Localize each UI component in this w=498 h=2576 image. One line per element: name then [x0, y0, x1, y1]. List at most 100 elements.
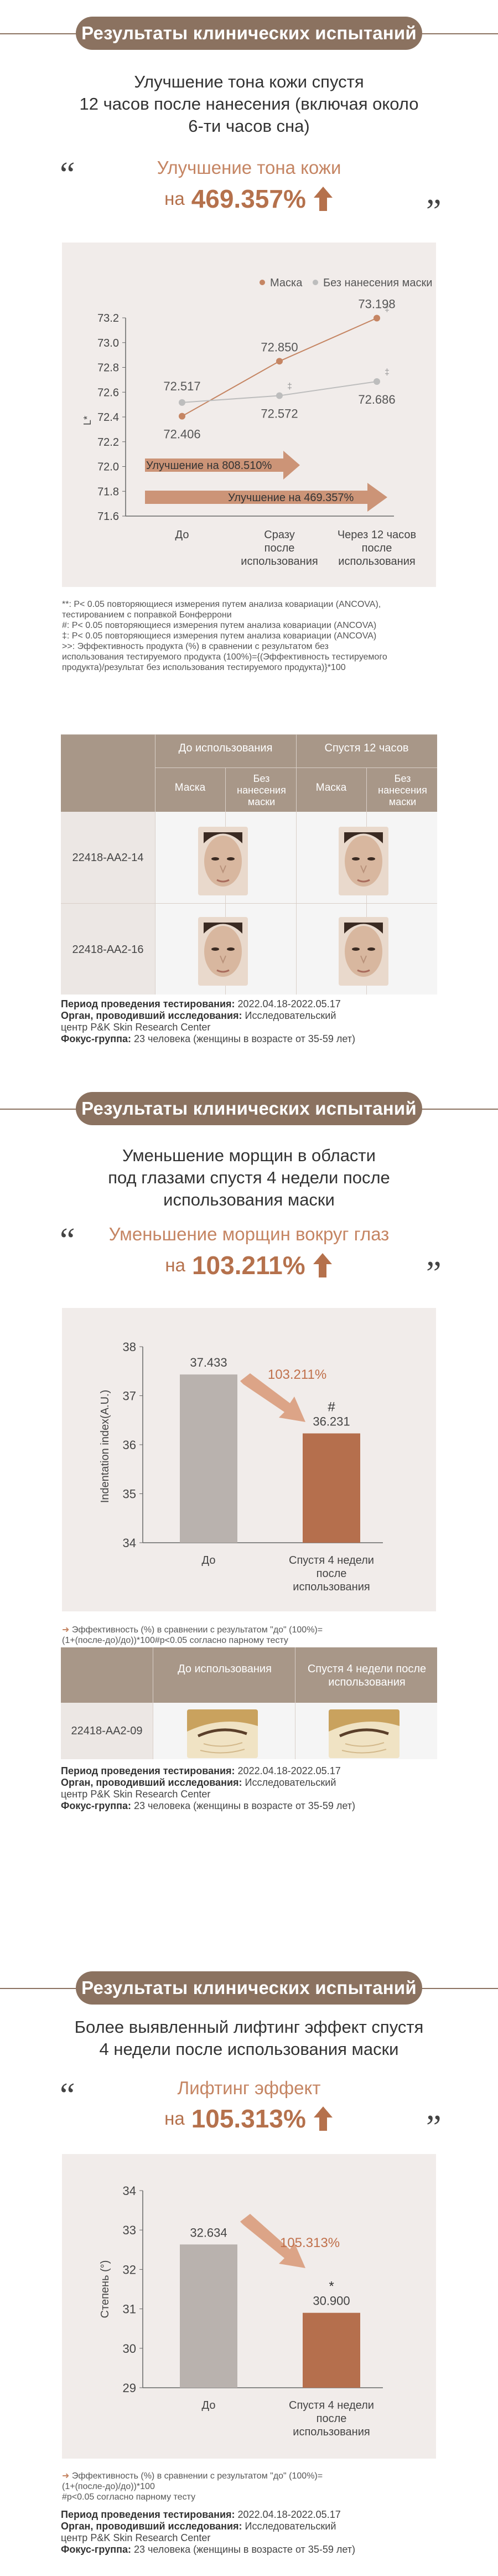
x-tick-label: после: [264, 542, 295, 554]
data-label: 72.406: [163, 427, 200, 441]
notes-2: ➜ Эффективность (%) в сравнении с резуль…: [62, 1625, 449, 1646]
note-line: #: P< 0.05 повторяющиеся измерения путем…: [62, 621, 377, 630]
test-focus: Фокус-группа: 23 человека (женщины в воз…: [61, 2544, 355, 2555]
y-tick-label: 34: [123, 2184, 136, 2198]
y-tick-label: 73.0: [97, 337, 119, 349]
y-tick-label: 35: [123, 1487, 136, 1501]
y-tick-label: 71.6: [97, 511, 119, 523]
annotation-arrow: [240, 2214, 305, 2268]
significance-marker: ‡: [385, 368, 390, 377]
subtitle-line: 12 часов после нанесения (включая около: [79, 94, 419, 114]
y-tick-label: 38: [123, 1340, 136, 1354]
y-tick-label: 31: [123, 2302, 136, 2316]
annotation-label: 105.313%: [280, 2235, 340, 2250]
annotation-label: 103.211%: [268, 1367, 326, 1382]
data-label: 36.231: [313, 1415, 350, 1429]
section-1-highlight: на 469.357%: [55, 183, 443, 215]
x-tick-label: Через 12 часов: [338, 529, 416, 541]
eye-area-photo: [329, 1709, 400, 1758]
up-arrow-icon: [313, 187, 333, 211]
legend-item: Без нанесения маски: [323, 277, 432, 289]
highlight-prefix: на: [165, 1255, 185, 1275]
y-tick-label: 72.0: [97, 461, 119, 473]
data-point: [374, 315, 380, 322]
face-photo: [339, 917, 388, 986]
test-org-line2: центр P&K Skin Research Center: [61, 2532, 211, 2543]
annotation-arrow: [240, 1373, 305, 1422]
note-line: ‡: P< 0.05 повторяющиеся измерения путем…: [62, 631, 377, 641]
bar-chart-wrinkles: 38 37 36 35 34 Indentation index(A.U.) 37.433 3…: [99, 1340, 383, 1593]
section-2-highlight: на 103.211%: [55, 1249, 443, 1281]
note-line: #p<0.05 согласно парному тесту: [62, 2492, 196, 2502]
test-period: Период проведения тестирования: 2022.04.…: [61, 998, 341, 1009]
annotation-arrow: [145, 483, 387, 512]
test-org: Орган, проводивший исследования: Исследо…: [61, 1010, 336, 1021]
x-tick-label: после: [317, 2413, 347, 2425]
y-tick-label: 34: [123, 1536, 136, 1550]
data-point: [374, 378, 380, 385]
significance-marker: ‡: [287, 382, 292, 391]
table-subheader: Без нанесения маски: [237, 773, 286, 807]
notes-3: ➜ Эффективность (%) в сравнении с резуль…: [62, 2471, 449, 2502]
subtitle-line: под глазами спустя 4 недели после: [108, 1168, 390, 1187]
subtitle-line: Более выявленный лифтинг эффект спустя: [74, 2017, 424, 2037]
x-tick-label: Спустя 4 недели: [289, 2399, 374, 2412]
table-header-after: Спустя 4 недели после использования: [307, 1663, 427, 1688]
up-arrow-icon: [313, 1253, 332, 1277]
arrow-bullet-icon: ➜: [62, 2471, 72, 2481]
note-line: ➜ Эффективность (%) в сравнении с резуль…: [62, 1625, 323, 1635]
subtitle-line: 4 недели после использования маски: [99, 2039, 399, 2059]
annotation-label: Улучшение на 808.510%: [146, 460, 272, 472]
row-id: 22418-AA2-09: [71, 1725, 143, 1737]
y-tick-label: 71.8: [97, 486, 119, 498]
data-point: [276, 358, 283, 365]
test-org: Орган, проводивший исследования: Исследо…: [61, 2521, 336, 2532]
bar: [303, 1433, 360, 1543]
y-tick-label: 72.8: [97, 362, 119, 374]
legend-item: Маска: [270, 277, 303, 289]
open-quote: “: [60, 2077, 75, 2114]
significance-marker: #: [328, 1400, 335, 1415]
close-quote: ”: [426, 193, 442, 230]
open-quote: “: [60, 1222, 75, 1259]
x-tick-label: Сразу: [264, 529, 294, 541]
y-tick-label: 32: [123, 2263, 136, 2276]
section-3-highlight: на 105.313%: [55, 2103, 443, 2135]
y-axis-label: L*: [82, 416, 93, 425]
up-arrow-icon: [313, 2106, 333, 2131]
note-line: продукта)/результат без использования те…: [62, 663, 346, 672]
y-tick-label: 33: [123, 2223, 136, 2237]
table-subheader: Маска: [174, 782, 206, 794]
note-line: тестированием с поправкой Бонферрони: [62, 610, 232, 620]
x-tick-label: До: [202, 1554, 216, 1567]
x-tick-label: использования: [241, 555, 318, 568]
y-tick-label: 73.2: [97, 312, 119, 324]
eye-area-photo: [187, 1709, 258, 1758]
table-header: [61, 1647, 437, 1703]
y-tick-label: 30: [123, 2342, 136, 2356]
open-quote: “: [60, 156, 75, 193]
test-org-line2: центр P&K Skin Research Center: [61, 1022, 211, 1033]
test-period: Период проведения тестирования: 2022.04.…: [61, 1765, 341, 1776]
data-point: [179, 413, 185, 420]
section-2-highlight-label: Уменьшение морщин вокруг глаз: [108, 1224, 390, 1244]
data-label: 72.686: [358, 393, 395, 406]
x-tick-label: использования: [293, 1581, 370, 1593]
significance-marker: ‡: [385, 304, 390, 313]
annotation-arrow: [145, 451, 300, 480]
bar: [303, 2312, 360, 2388]
subtitle-line: Уменьшение морщин в области: [122, 1146, 376, 1165]
y-axis-label: Indentation index(A.U.): [99, 1390, 111, 1503]
x-tick-label: после: [317, 1568, 347, 1580]
test-focus: Фокус-группа: 23 человека (женщины в воз…: [61, 1033, 355, 1044]
x-tick-label: использования: [338, 555, 415, 568]
highlight-value: 469.357%: [191, 184, 306, 213]
data-label: 73.198: [358, 297, 395, 311]
data-label: 72.517: [163, 379, 200, 393]
test-org: Орган, проводивший исследования: Исследо…: [61, 1777, 336, 1788]
y-tick-label: 72.4: [97, 411, 119, 424]
section-1-banner: Результаты клинических испытаний: [76, 17, 422, 50]
x-tick-label: после: [362, 542, 392, 554]
note-line: **: P< 0.05 повторяющиеся измерения путе…: [62, 600, 381, 609]
